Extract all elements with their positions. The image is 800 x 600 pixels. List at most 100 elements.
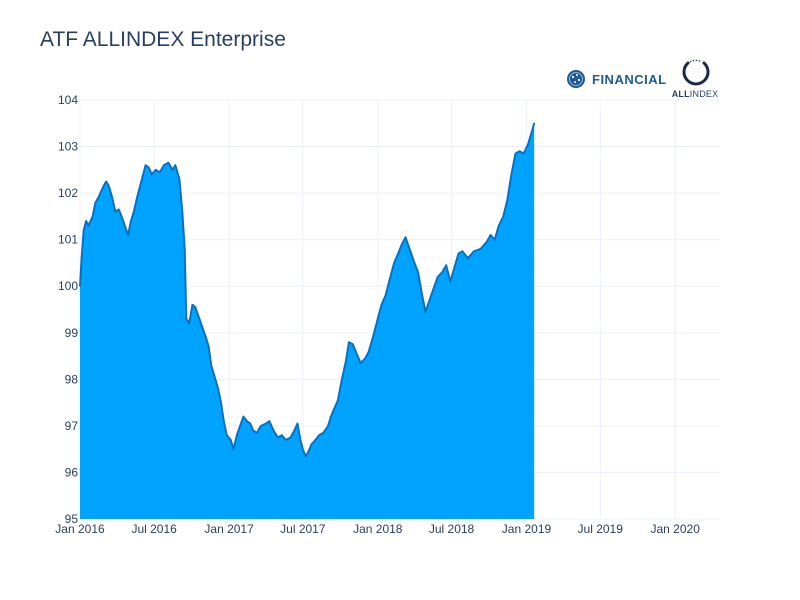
- data-point: [360, 362, 362, 364]
- data-point: [523, 152, 525, 155]
- y-tick-label: 99: [65, 326, 79, 340]
- data-point: [256, 432, 258, 434]
- data-point: [81, 257, 83, 259]
- data-point: [364, 357, 366, 359]
- data-point: [210, 364, 212, 366]
- data-point: [163, 164, 165, 166]
- data-point: [260, 425, 262, 427]
- data-point: [441, 271, 443, 273]
- area-fill: [80, 123, 535, 520]
- data-point: [457, 253, 460, 255]
- allindex-logo-text: ALLINDEX: [668, 89, 722, 99]
- data-point: [527, 143, 529, 145]
- data-point: [318, 434, 320, 436]
- globe-icon: [567, 70, 585, 88]
- data-point: [417, 271, 419, 273]
- data-point: [252, 429, 254, 432]
- data-point: [445, 264, 447, 266]
- data-point: [322, 432, 324, 434]
- data-point: [307, 450, 310, 453]
- y-tick-label: 103: [58, 140, 78, 154]
- data-point: [533, 122, 535, 124]
- data-point: [101, 187, 103, 190]
- data-point: [108, 185, 110, 187]
- data-point: [384, 294, 387, 297]
- data-point: [230, 439, 232, 441]
- data-point: [97, 197, 99, 199]
- data-point: [486, 241, 488, 243]
- data-point: [352, 343, 354, 345]
- x-tick-label: Jan 2018: [353, 522, 403, 536]
- data-point: [372, 336, 374, 338]
- data-point: [345, 360, 347, 362]
- data-point: [393, 262, 395, 264]
- data-point: [277, 436, 279, 439]
- y-tick-label: 95: [65, 512, 79, 526]
- x-tick-label: Jan 2016: [55, 522, 105, 536]
- data-point: [401, 243, 403, 245]
- data-point: [330, 416, 332, 418]
- data-point: [151, 173, 153, 176]
- data-point: [194, 306, 196, 308]
- data-point: [185, 318, 187, 320]
- data-point: [181, 211, 183, 213]
- data-point: [105, 180, 107, 183]
- data-point: [333, 409, 335, 411]
- y-tick-label: 104: [58, 93, 78, 107]
- data-point: [136, 197, 138, 199]
- data-point: [133, 211, 135, 213]
- data-point: [213, 374, 215, 376]
- data-point: [519, 150, 521, 152]
- data-point: [490, 234, 492, 236]
- data-point: [184, 248, 186, 250]
- data-point: [281, 434, 283, 436]
- x-tick-label: Jul 2018: [429, 522, 475, 536]
- data-point: [531, 129, 533, 131]
- data-point: [198, 318, 200, 320]
- data-point: [368, 350, 370, 352]
- data-point: [159, 171, 161, 173]
- y-tick-label: 97: [65, 419, 79, 433]
- data-point: [327, 425, 329, 427]
- data-point: [239, 425, 241, 427]
- y-axis: 95 96 97 98 99 100 101 102 103 104: [58, 93, 78, 526]
- data-point: [121, 215, 123, 217]
- x-tick-label: Jul 2016: [131, 522, 177, 536]
- data-point: [473, 250, 475, 252]
- data-point: [124, 225, 126, 227]
- data-point: [506, 199, 508, 201]
- data-point: [246, 420, 248, 422]
- data-point: [380, 304, 383, 306]
- data-point: [310, 443, 312, 446]
- x-tick-label: Jul 2017: [280, 522, 326, 536]
- data-point: [290, 436, 292, 439]
- data-point: [85, 220, 87, 222]
- data-point: [296, 423, 299, 425]
- data-point: [409, 248, 411, 250]
- data-point: [479, 248, 482, 250]
- x-tick-label: Jan 2019: [502, 522, 552, 536]
- data-point: [424, 311, 427, 313]
- data-point: [389, 276, 391, 278]
- data-point: [502, 215, 504, 217]
- data-point: [202, 327, 204, 329]
- data-point: [461, 250, 464, 252]
- series-layer: [79, 122, 536, 520]
- data-point: [171, 169, 174, 171]
- data-point: [242, 416, 244, 418]
- data-point: [514, 152, 517, 155]
- allindex-logo-bold: ALL: [671, 89, 690, 99]
- data-point: [377, 318, 379, 320]
- y-tick-label: 101: [58, 233, 78, 247]
- data-point: [498, 225, 500, 227]
- data-point: [302, 448, 304, 450]
- allindex-logo: ALLINDEX: [668, 57, 722, 101]
- data-point: [299, 439, 301, 441]
- financial-logo: FINANCIAL: [566, 68, 667, 90]
- data-point: [510, 173, 512, 176]
- data-point: [118, 208, 120, 210]
- data-point: [356, 353, 358, 355]
- data-point: [145, 164, 147, 166]
- data-point: [111, 197, 113, 199]
